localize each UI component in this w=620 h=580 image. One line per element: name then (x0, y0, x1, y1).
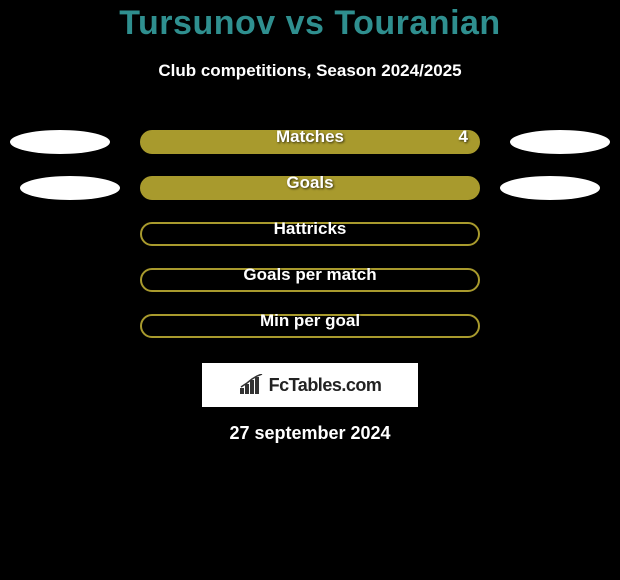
logo-text: FcTables.com (269, 375, 382, 396)
stat-rows: Matches 4 Goals Hattricks Goals per matc… (0, 119, 620, 349)
left-ellipse (20, 176, 120, 200)
logo-bars-icon (239, 374, 265, 396)
stat-row-gpm: Goals per match (0, 257, 620, 303)
stat-value-right: 4 (459, 127, 468, 147)
stat-pill (140, 176, 480, 200)
logo: FcTables.com (239, 374, 382, 396)
page-title: Tursunov vs Touranian (0, 0, 620, 43)
stat-pill (140, 130, 480, 154)
stat-row-matches: Matches 4 (0, 119, 620, 165)
logo-box: FcTables.com (202, 363, 418, 407)
stat-row-hattricks: Hattricks (0, 211, 620, 257)
subtitle: Club competitions, Season 2024/2025 (0, 61, 620, 81)
stat-row-goals: Goals (0, 165, 620, 211)
stat-pill (140, 314, 480, 338)
date-text: 27 september 2024 (0, 423, 620, 444)
left-ellipse (10, 130, 110, 154)
stat-row-mpg: Min per goal (0, 303, 620, 349)
stat-pill (140, 268, 480, 292)
stat-pill (140, 222, 480, 246)
right-ellipse (510, 130, 610, 154)
right-ellipse (500, 176, 600, 200)
